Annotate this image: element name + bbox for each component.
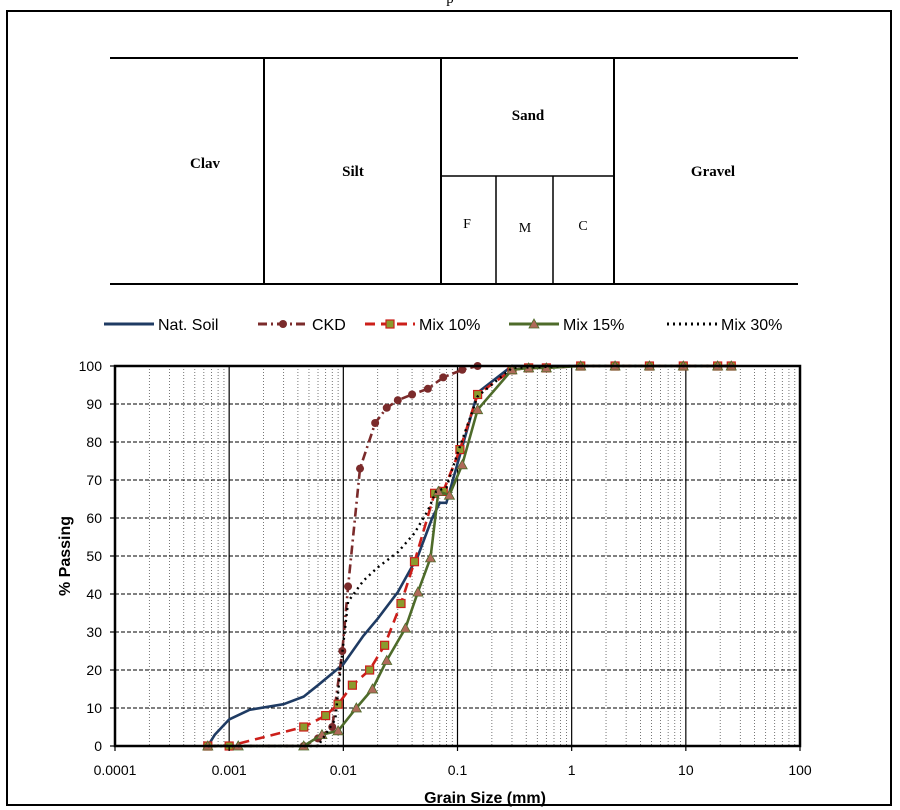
series-point	[365, 665, 375, 675]
series-point	[409, 557, 420, 567]
series-point	[458, 365, 467, 374]
series-point	[439, 373, 448, 382]
y-tick-label: 100	[79, 358, 103, 374]
legend-label: Mix 10%	[419, 317, 480, 334]
y-tick-label: 90	[86, 396, 102, 412]
y-tick-label: 70	[86, 472, 102, 488]
x-tick-label: 0.0001	[94, 762, 137, 778]
figure-frame	[6, 10, 892, 806]
series-point	[380, 640, 390, 650]
series-point	[393, 396, 402, 405]
legend-marker	[279, 320, 287, 328]
y-tick-label: 40	[86, 586, 102, 602]
legend-label: CKD	[312, 317, 346, 334]
series-point	[443, 489, 456, 500]
y-tick-label: 10	[86, 700, 102, 716]
y-tick-label: 80	[86, 434, 102, 450]
legend-item: Mix 15%	[509, 317, 624, 334]
series-point	[455, 445, 465, 455]
clay-label: Clav	[190, 156, 221, 172]
series-point	[332, 724, 344, 736]
series-point	[382, 403, 391, 412]
series-point	[299, 722, 309, 732]
series-point	[371, 419, 380, 427]
series-point	[350, 702, 363, 713]
chart-legend: Nat. Soil CKD Mix 10% Mix 15% Mix 30%	[104, 317, 782, 334]
y-tick-label: 20	[86, 662, 102, 678]
series-point	[347, 680, 357, 690]
legend-marker	[528, 318, 540, 329]
legend-marker	[385, 319, 395, 329]
legend-item: CKD	[258, 317, 346, 334]
x-tick-label: 100	[788, 762, 812, 778]
series-point	[412, 586, 424, 597]
y-tick-label: 60	[86, 510, 102, 526]
x-tick-label: 10	[678, 762, 694, 778]
series-point	[381, 654, 393, 665]
series-point	[321, 710, 331, 721]
series-point	[396, 598, 406, 609]
sand-coarse-label: C	[578, 219, 587, 234]
x-axis-title: Grain Size (mm)	[424, 790, 546, 807]
series-point	[333, 699, 343, 709]
axis-ticks: 0.0001 0.001 0.01 0.1 1 10 100 0 10 20 30 40 50 60 70 8…	[79, 358, 812, 778]
legend-label: Nat. Soil	[158, 317, 218, 334]
soil-classification-table	[110, 57, 798, 285]
gravel-label: Gravel	[691, 164, 735, 180]
legend-label: Mix 15%	[563, 317, 624, 334]
sand-fine-label: F	[463, 217, 471, 232]
y-tick-label: 0	[94, 738, 102, 754]
series-point	[471, 403, 484, 415]
x-tick-label: 1	[568, 762, 576, 778]
y-tick-label: 50	[86, 548, 102, 564]
series-point	[399, 622, 412, 633]
y-tick-label: 30	[86, 624, 102, 640]
series-point	[344, 582, 353, 591]
chart-grid	[115, 366, 800, 746]
chart-series	[202, 360, 737, 751]
series-point	[423, 384, 432, 393]
legend-item: Mix 10%	[365, 317, 480, 334]
x-tick-label: 0.001	[212, 762, 247, 778]
legend-item: Mix 30%	[667, 317, 782, 334]
y-axis-title: % Passing	[57, 516, 74, 596]
sand-medium-label: M	[519, 221, 532, 236]
series-point	[408, 390, 417, 399]
legend-item: Nat. Soil	[104, 317, 218, 334]
series-point	[366, 683, 379, 694]
silt-label: Silt	[342, 164, 364, 180]
series-point	[473, 389, 483, 400]
x-tick-label: 0.1	[448, 762, 468, 778]
series-point	[456, 458, 468, 470]
header-fragment: p	[0, 0, 900, 8]
series-point	[328, 723, 337, 731]
sand-label: Sand	[512, 108, 545, 124]
legend-label: Mix 30%	[721, 317, 782, 334]
x-tick-label: 0.01	[330, 762, 357, 778]
series-point	[424, 552, 437, 563]
series-point	[356, 464, 365, 473]
series-point	[522, 362, 535, 373]
